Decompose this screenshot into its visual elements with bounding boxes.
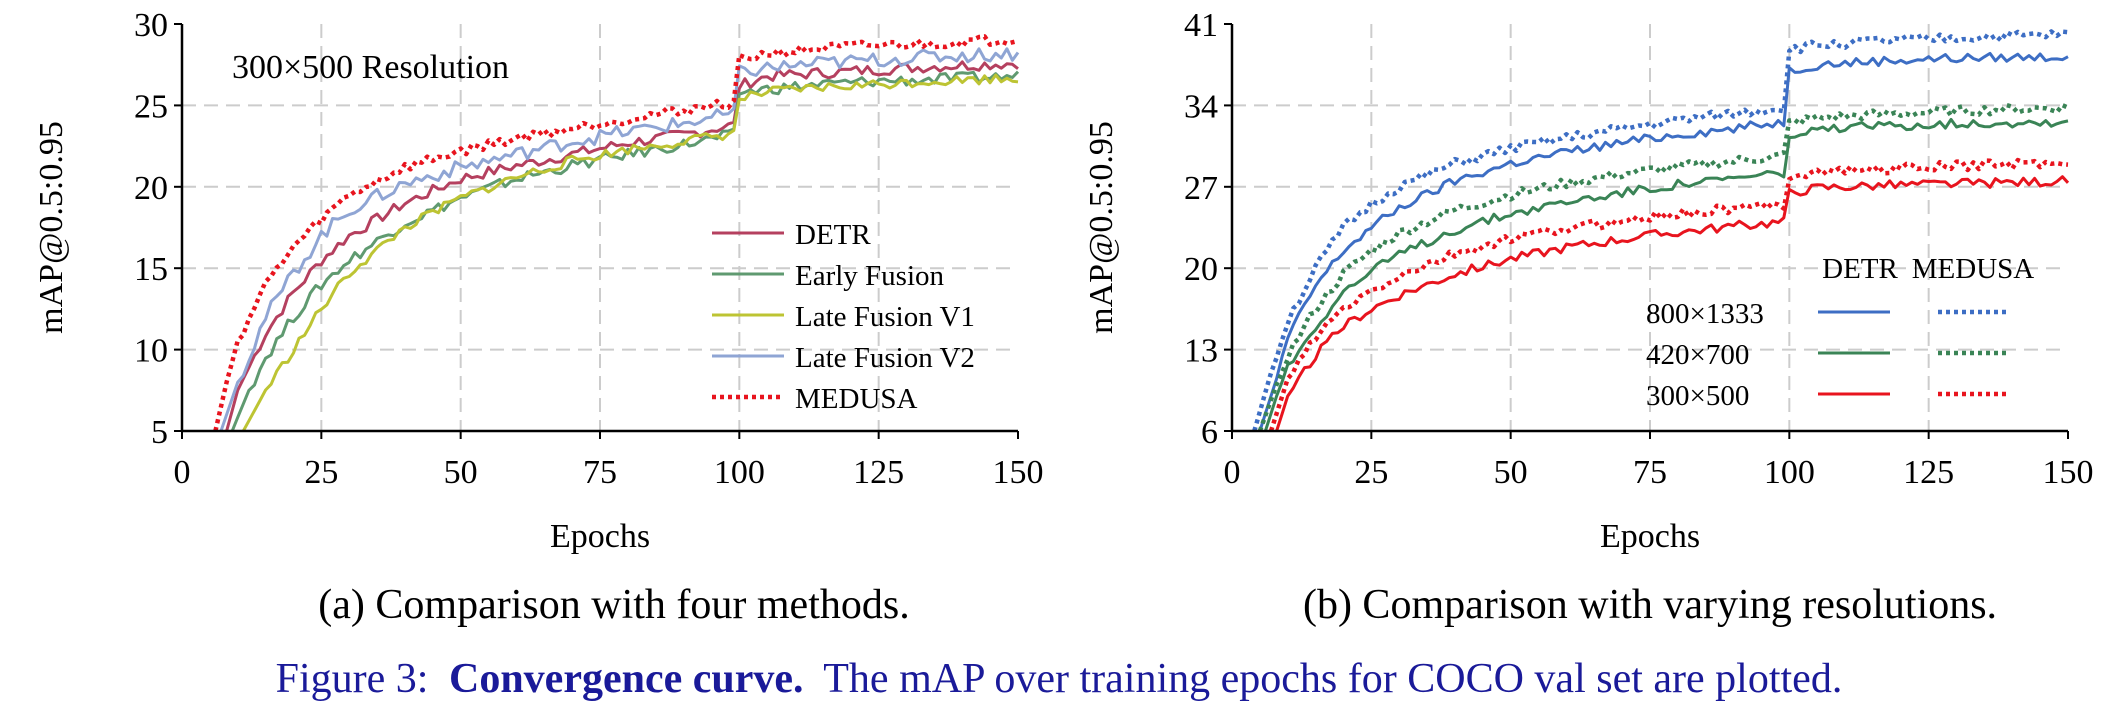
y-tick-label: 15 (134, 251, 168, 288)
caption-b: (b) Comparison with varying resolutions. (1303, 582, 1997, 628)
series-line-late-fusion-v2 (219, 47, 1020, 431)
legend-column-header: MEDUSA (1912, 253, 2035, 285)
series-group (213, 34, 1020, 431)
series-group (1252, 29, 2070, 431)
figure-caption: Figure 3: Convergence curve. The mAP ove… (276, 656, 1843, 702)
legend-label: Late Fusion V2 (795, 342, 975, 374)
x-tick-label: 75 (1633, 454, 1667, 491)
x-axis-label: Epochs (1600, 518, 1700, 555)
y-tick-label: 20 (1184, 251, 1218, 288)
x-axis-label: Epochs (550, 518, 650, 555)
y-axis-label: mAP@0.5:0.95 (33, 121, 70, 334)
y-tick-label: 25 (134, 88, 168, 125)
y-tick-label: 10 (134, 333, 168, 370)
y-tick-label: 41 (1184, 7, 1218, 44)
chart-b: 0 25 50 75 100 125 150 6 13 20 27 34 41 Epochs mAP@0.5… (1083, 7, 2094, 555)
x-tick-label: 50 (1494, 454, 1528, 491)
y-tick-label: 30 (134, 7, 168, 44)
x-tick-label: 0 (174, 454, 191, 491)
series-line-medusa-420-700 (1257, 102, 2069, 431)
legend-label: DETR (795, 219, 871, 251)
x-tick-label: 150 (993, 454, 1044, 491)
x-tick-label: 100 (1764, 454, 1815, 491)
legend-row-label: 420×700 (1646, 339, 1749, 371)
series-line-medusa (213, 34, 1019, 431)
figure-number: Figure 3: (276, 656, 429, 702)
x-tick-label: 25 (304, 454, 338, 491)
legend-column-header: DETR (1822, 253, 1898, 285)
chart-a: 0 25 50 75 100 125 150 5 10 15 20 25 30 Epochs mAP@0.5… (33, 7, 1044, 555)
x-tick-label: 25 (1354, 454, 1388, 491)
series-line-late-fusion-v1 (241, 73, 1019, 431)
x-tick-label: 75 (583, 454, 617, 491)
series-line-medusa-300-500 (1268, 157, 2069, 431)
figure-caption-text: The mAP over training epochs for COCO va… (823, 656, 1842, 702)
y-tick-label: 13 (1184, 333, 1218, 370)
legend-row-label: 800×1333 (1646, 298, 1764, 330)
legend-label: MEDUSA (795, 383, 918, 415)
legend-row-label: 300×500 (1646, 380, 1749, 412)
y-tick-label: 34 (1184, 88, 1218, 125)
caption-a: (a) Comparison with four methods. (318, 582, 909, 628)
y-tick-label: 5 (151, 414, 168, 451)
series-line-detr-420-700 (1263, 117, 2069, 431)
series-line-detr-800-1333 (1258, 51, 2069, 431)
series-line-detr (225, 60, 1019, 431)
x-tick-label: 150 (2043, 454, 2094, 491)
x-tick-label: 125 (1903, 454, 1954, 491)
y-axis-label: mAP@0.5:0.95 (1083, 121, 1120, 334)
series-line-detr-300-500 (1275, 175, 2070, 431)
legend-label: Early Fusion (795, 260, 945, 292)
series-line-early-fusion (230, 70, 1020, 431)
figure-bold-label: Convergence curve. (449, 656, 804, 702)
series-line-medusa-800-1333 (1252, 29, 2069, 431)
legend-label: Late Fusion V1 (795, 301, 975, 333)
x-tick-label: 0 (1224, 454, 1241, 491)
resolution-annotation: 300×500 Resolution (232, 49, 509, 86)
y-tick-label: 27 (1184, 170, 1218, 207)
y-tick-label: 20 (134, 170, 168, 207)
x-tick-label: 50 (444, 454, 478, 491)
x-tick-label: 100 (714, 454, 765, 491)
x-tick-label: 125 (853, 454, 904, 491)
y-tick-label: 6 (1201, 414, 1218, 451)
